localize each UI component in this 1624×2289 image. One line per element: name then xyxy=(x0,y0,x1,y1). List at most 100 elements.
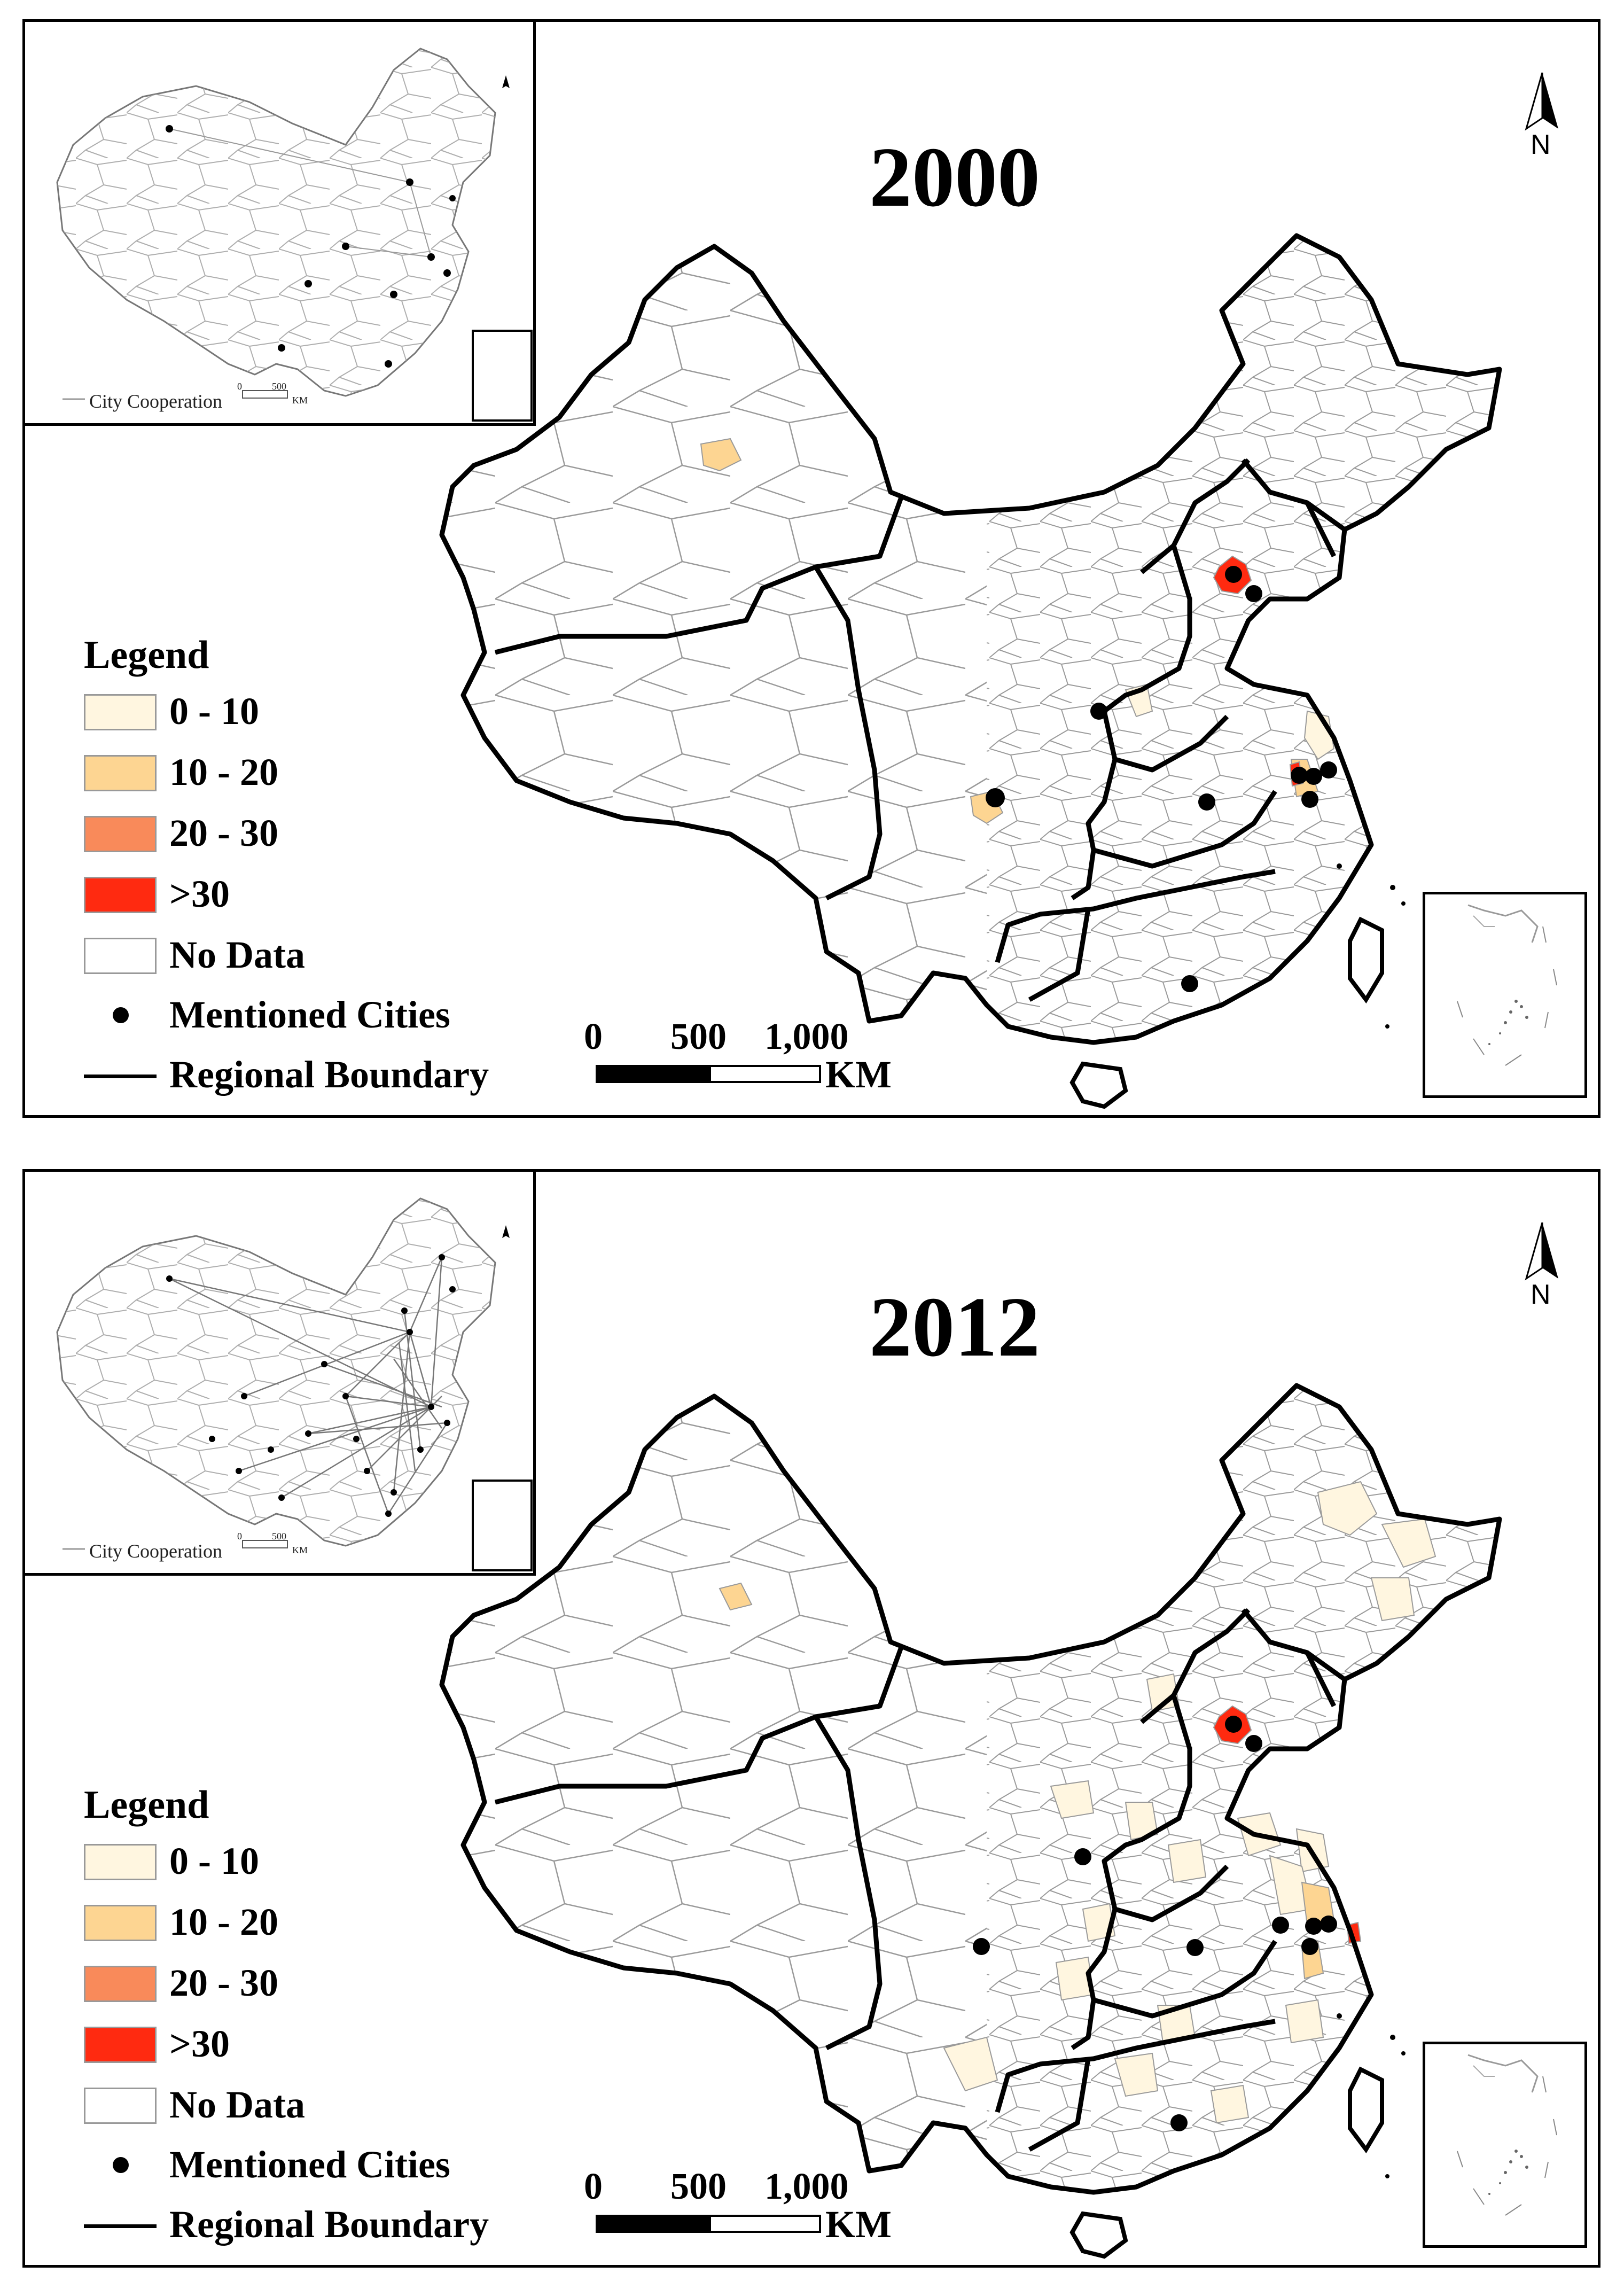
legend-swatch xyxy=(84,877,157,913)
legend-item-no-data: No Data xyxy=(84,928,565,982)
south-china-sea-inset xyxy=(1423,2042,1587,2248)
scale-bar-graphic xyxy=(596,1065,821,1083)
regional-boundaries xyxy=(442,236,1500,1042)
inset-scale-zero: 0 xyxy=(237,381,242,392)
legend-item-cities: Mentioned Cities xyxy=(84,2138,565,2191)
legend-label: >30 xyxy=(169,873,230,915)
city-point xyxy=(973,1938,990,1955)
inset-cities xyxy=(166,125,456,368)
taiwan-island xyxy=(1348,2066,1384,2154)
boundary-line-icon xyxy=(84,2224,157,2228)
city-dot-icon xyxy=(113,2157,129,2173)
city-point xyxy=(1320,761,1337,778)
city-point xyxy=(1225,1716,1242,1733)
north-arrow-icon xyxy=(1525,1222,1558,1281)
inset-scale-max: 500 xyxy=(272,381,286,392)
scale-unit: KM xyxy=(825,1053,892,1096)
legend-item-20-30: 20 - 30 xyxy=(84,806,565,860)
map-panel-2000: 2000 N City Cooperation 0 500 KM xyxy=(22,19,1600,1118)
legend-label: 20 - 30 xyxy=(169,1961,278,2004)
city-point xyxy=(1305,768,1322,785)
legend-swatch xyxy=(84,1966,157,2002)
legend-title: Legend xyxy=(84,633,209,677)
inset-legend-label: City Cooperation xyxy=(89,391,222,412)
inset-map-2012 xyxy=(56,1197,533,1571)
legend-label: 20 - 30 xyxy=(169,812,278,854)
legend-title: Legend xyxy=(84,1783,209,1827)
legend-item-gt30: >30 xyxy=(84,867,565,921)
china-map-2012 xyxy=(25,1222,1558,2259)
legend-swatch xyxy=(84,2088,157,2124)
legend-item-boundary: Regional Boundary xyxy=(84,2198,565,2251)
legend-swatch xyxy=(84,1905,157,1941)
legend-label: 0 - 10 xyxy=(169,1840,259,1882)
city-point xyxy=(1090,703,1107,720)
legend-label: No Data xyxy=(169,933,305,976)
legend-swatch xyxy=(84,1844,157,1880)
city-point xyxy=(1170,2114,1188,2131)
city-point xyxy=(1198,793,1215,811)
inset-map-2000 xyxy=(56,48,533,422)
inset-scale-zero: 0 xyxy=(237,1531,242,1541)
south-china-sea-inset xyxy=(1423,892,1587,1098)
legend-item-10-20: 10 - 20 xyxy=(84,1895,565,1949)
inset-scale-max: 500 xyxy=(272,1531,286,1541)
legend-label: Mentioned Cities xyxy=(169,2143,450,2186)
choropleth-regions xyxy=(719,1481,1436,2124)
city-point xyxy=(1074,1848,1091,1865)
scale-tick: 500 xyxy=(670,1016,727,1057)
legend-label: Regional Boundary xyxy=(169,2203,489,2246)
map-year-title: 2012 xyxy=(869,1279,1040,1374)
city-point xyxy=(1301,791,1318,808)
legend-item-10-20: 10 - 20 xyxy=(84,745,565,799)
coastal-islets xyxy=(1337,863,1406,1029)
china-map-2000 xyxy=(25,72,1558,1109)
legend-item-cities: Mentioned Cities xyxy=(84,988,565,1041)
legend-label: Mentioned Cities xyxy=(169,993,450,1036)
scale-tick: 500 xyxy=(670,2166,727,2207)
map-legend: Legend 0 - 10 10 - 20 20 - 30 >30 No Dat… xyxy=(84,1781,565,2246)
scale-bar-graphic xyxy=(596,2215,821,2233)
legend-swatch xyxy=(84,755,157,791)
legend-swatch xyxy=(84,2027,157,2063)
inset-scale-unit: KM xyxy=(292,395,308,406)
city-point xyxy=(1305,1918,1322,1935)
hainan-island xyxy=(1069,1061,1128,1109)
legend-item-0-10: 0 - 10 xyxy=(84,1834,565,1888)
city-point xyxy=(1272,1917,1289,1934)
north-label: N xyxy=(1531,1279,1551,1310)
city-point xyxy=(1225,566,1242,583)
legend-item-no-data: No Data xyxy=(84,2078,565,2131)
scale-tick: 1,000 xyxy=(764,1016,849,1057)
scale-tick: 1,000 xyxy=(764,2166,849,2207)
city-point xyxy=(1181,975,1198,992)
taiwan-island xyxy=(1348,916,1384,1004)
city-cooperation-inset: City Cooperation 0 500 KM xyxy=(25,22,536,426)
inset-cities xyxy=(166,1254,456,1517)
coastal-islets xyxy=(1337,2013,1406,2178)
mentioned-cities xyxy=(986,566,1337,992)
legend-label: No Data xyxy=(169,2083,305,2126)
city-cooperation-inset: City Cooperation 0 500 KM xyxy=(25,1172,536,1576)
north-label: N xyxy=(1531,129,1551,160)
legend-label: Regional Boundary xyxy=(169,1053,489,1096)
legend-swatch xyxy=(84,694,157,730)
regional-boundaries xyxy=(442,1385,1500,2192)
legend-swatch xyxy=(84,938,157,974)
scale-tick: 0 xyxy=(584,2166,603,2207)
city-point xyxy=(1301,1938,1318,1955)
city-point xyxy=(1186,1939,1204,1956)
cooperation-links xyxy=(169,128,432,258)
mentioned-cities xyxy=(973,1716,1337,2131)
city-point xyxy=(1245,1735,1262,1752)
city-point xyxy=(1291,767,1308,784)
scale-tick: 0 xyxy=(584,1016,603,1057)
legend-item-20-30: 20 - 30 xyxy=(84,1956,565,2010)
city-point xyxy=(986,788,1005,807)
legend-label: 0 - 10 xyxy=(169,690,259,733)
map-year-title: 2000 xyxy=(869,129,1040,224)
city-point xyxy=(1245,585,1262,602)
scale-unit: KM xyxy=(825,2203,892,2246)
legend-swatch xyxy=(84,816,157,852)
map-panel-2012: 2012 N xyxy=(22,1169,1600,2268)
